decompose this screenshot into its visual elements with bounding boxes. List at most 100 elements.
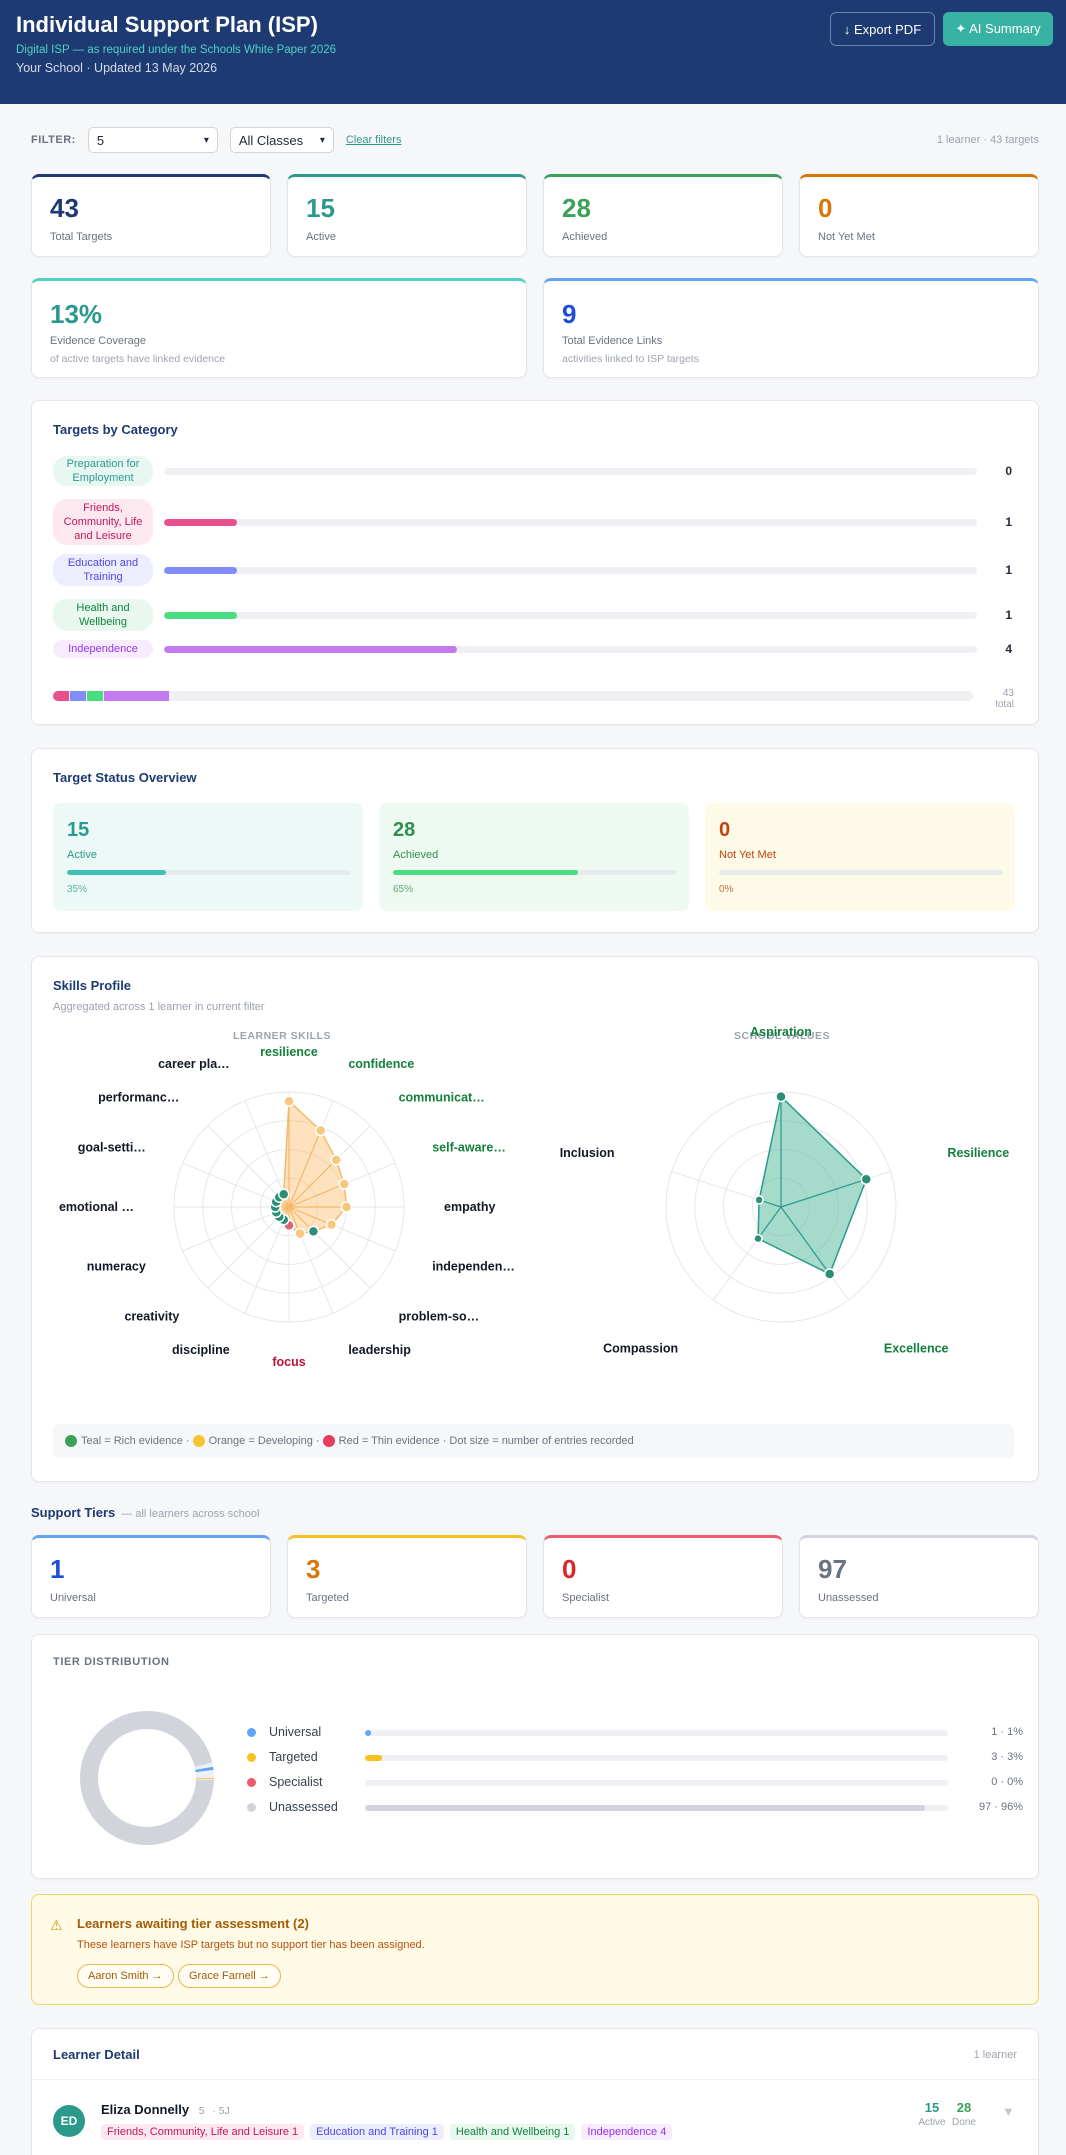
section-title: Target Status Overview [53, 770, 197, 785]
tier-dist-row: Targeted 3 · 3% [247, 1750, 1023, 1766]
learner-count: 1 learner [973, 2049, 1017, 2061]
category-tag: Friends, Community, Life and Leisure 1 [101, 2124, 305, 2140]
radar-axis-label: resilience [260, 1045, 318, 1059]
tier-dist-bar [365, 1755, 383, 1761]
radar-value-line [288, 1130, 322, 1208]
tier-dist-value: 1 · 1% [991, 1726, 1023, 1738]
radar-point [283, 1095, 295, 1107]
donut-segment [80, 1711, 214, 1845]
radar-axis-label: numeracy [87, 1259, 146, 1273]
tier-dist-track [365, 1805, 948, 1811]
tier-dist-bar [365, 1805, 925, 1811]
done-count: 28 Done [949, 2100, 979, 2128]
radar-axis-label: Resilience [947, 1146, 1009, 1160]
radar-axis-label: leadership [348, 1343, 411, 1357]
legend-rich: Teal = Rich evidence · [81, 1435, 190, 1447]
learner-radar: resilience confidence communicat… self-awar… [59, 1045, 515, 1369]
tier-dist-track [365, 1755, 948, 1761]
school-values-heading: SCHOOL VALUES [734, 1030, 830, 1042]
page-subtitle: Digital ISP — as required under the Scho… [16, 44, 337, 56]
radar-value-line [757, 1206, 782, 1239]
category-count: 0 [1005, 464, 1012, 478]
status-label: Active [67, 849, 97, 861]
status-value: 28 [393, 819, 416, 841]
tier-dot-icon [247, 1753, 256, 1762]
support-tiers-subtitle: — all learners across school [121, 1508, 260, 1520]
learner-class: · 5J [212, 2105, 230, 2117]
evidence-card: 13% Evidence Coverage of active targets ha… [31, 278, 527, 378]
ai-summary-button[interactable]: ✦ AI Summary [943, 12, 1053, 46]
clear-filters-link[interactable]: Clear filters [345, 134, 402, 146]
tier-label: Universal [50, 1592, 96, 1604]
tier-dist-row: Specialist 0 · 0% [247, 1775, 1023, 1791]
radar-point [753, 1233, 763, 1244]
awaiting-assessment-alert: ⚠ Learners awaiting tier assessment (2) … [31, 1894, 1039, 2005]
learner-year: 5 [198, 2105, 205, 2117]
donut-segment [80, 1711, 214, 1845]
tier-card: 0 Specialist [543, 1535, 783, 1618]
tier-label: Unassessed [818, 1592, 879, 1604]
tier-value: 1 [50, 1554, 65, 1584]
alert-text: These learners have ISP targets but no s… [77, 1939, 425, 1951]
export-pdf-button[interactable]: ↓ Export PDF [830, 12, 935, 46]
support-tiers-title: Support Tiers [31, 1505, 116, 1520]
status-bar [393, 870, 578, 875]
chevron-down-icon: ▾ [203, 134, 209, 146]
radar-axis-label: empathy [444, 1200, 495, 1214]
category-bar [164, 646, 457, 653]
radar-point [754, 1195, 764, 1205]
status-track [719, 870, 1003, 875]
filter-bar: FILTER: 5 ▾ All Classes ▾ Clear filters … [31, 126, 1039, 154]
tier-dist-track [365, 1730, 948, 1736]
section-title: Learner Detail [53, 2047, 140, 2062]
status-label: Not Yet Met [719, 849, 776, 861]
category-stacked-bar [53, 691, 973, 701]
category-track [164, 612, 977, 619]
stat-card: 15 Active [287, 174, 527, 257]
tier-dist-row: Unassessed 97 · 96% [247, 1800, 1023, 1816]
radar-value-line [288, 1206, 332, 1226]
learner-chip-grace[interactable]: Grace Farnell → [178, 1964, 281, 1988]
status-pct: 35% [67, 884, 88, 895]
category-bar [164, 567, 238, 574]
learner-chip-aaron[interactable]: Aaron Smith → [77, 1964, 174, 1988]
category-bar [164, 612, 238, 619]
radar-point [340, 1201, 353, 1213]
alert-title: Learners awaiting tier assessment (2) [77, 1916, 309, 1931]
year-select-value: 5 [96, 132, 105, 148]
radar-axis-label: emotional … [59, 1200, 134, 1214]
tier-dist-bar [365, 1730, 371, 1736]
tier-dist-value: 0 · 0% [991, 1776, 1023, 1788]
tier-dist-track [365, 1780, 948, 1786]
radar-value-line [288, 1159, 337, 1208]
filter-summary: 1 learner · 43 targets [936, 134, 1039, 146]
tier-dist-row: Universal 1 · 1% [247, 1725, 1023, 1741]
stack-segment [70, 691, 87, 701]
radar-axis-label: independen… [432, 1259, 515, 1273]
status-pct: 0% [719, 884, 734, 895]
stat-value: 0 [818, 193, 833, 223]
category-pill: Independence [53, 640, 153, 658]
stack-segment [87, 691, 104, 701]
category-tag: Independence 4 [581, 2124, 673, 2140]
year-select[interactable]: 5 ▾ [87, 127, 218, 153]
evidence-label: Evidence Coverage [50, 335, 147, 347]
tier-donut-chart [80, 1711, 214, 1845]
status-value: 15 [67, 819, 90, 841]
status-track [67, 870, 351, 875]
chevron-down-icon[interactable]: ▼ [1002, 2104, 1015, 2119]
radar-axis-label: communicat… [399, 1090, 485, 1104]
radar-point [277, 1188, 290, 1201]
radar-axis-label: self-aware… [432, 1141, 506, 1155]
learner-row[interactable]: ED Eliza Donnelly 5 · 5J Friends, Commun… [32, 2080, 1038, 2155]
stat-card: 43 Total Targets [31, 174, 271, 257]
category-count: 1 [1005, 515, 1012, 529]
status-track [393, 870, 677, 875]
class-select[interactable]: All Classes ▾ [229, 127, 334, 153]
radar-point [325, 1218, 338, 1231]
radar-axis-label: Compassion [603, 1342, 678, 1356]
page-title: Individual Support Plan (ISP) [16, 12, 318, 37]
tier-dist-name: Specialist [269, 1775, 323, 1789]
radar-axis-label: creativity [124, 1310, 179, 1324]
tier-dist-name: Unassessed [269, 1800, 338, 1814]
